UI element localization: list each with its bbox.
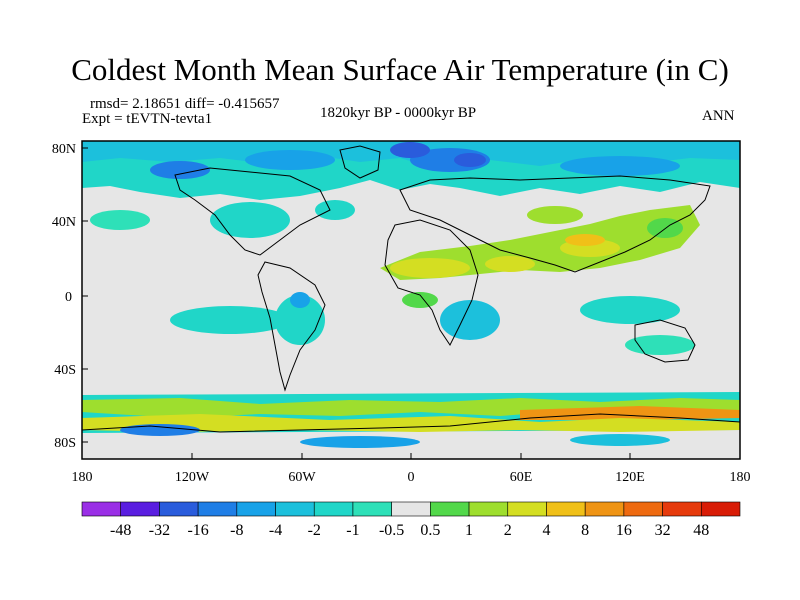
colorbar-label: 4	[542, 522, 550, 539]
coastlines	[81, 145, 741, 433]
latitude-axis: 80N 40N 0 40S 80S	[52, 142, 88, 451]
lon-label-120e: 120E	[615, 470, 645, 485]
colorbar-label: -0.5	[379, 522, 404, 539]
colorbar-swatch	[275, 501, 315, 517]
antarctica-coast	[81, 413, 741, 433]
colorbar-label: 8	[581, 522, 589, 539]
colorbar-swatch	[391, 501, 431, 517]
colorbar-label: -16	[187, 522, 208, 539]
lon-label-180w: 180	[72, 470, 93, 485]
southern-warm-band	[82, 398, 740, 418]
colorbar-swatch	[313, 501, 354, 517]
colorbar-label: -48	[110, 522, 131, 539]
lat-label-40s: 40S	[54, 363, 76, 378]
north-america-patch	[210, 202, 290, 238]
ross-sea-cold-patch	[120, 424, 200, 436]
africa-coast	[384, 219, 479, 346]
alaska-cold-patch	[150, 161, 210, 179]
weddell-cold-patch	[300, 436, 420, 448]
lat-label-80s: 80S	[54, 436, 76, 451]
colorbar-swatch	[623, 501, 663, 517]
colorbar-label: 32	[655, 522, 671, 539]
himalaya-warm-patch	[565, 234, 605, 246]
australia-coast	[634, 319, 696, 363]
lon-label-0: 0	[408, 470, 415, 485]
colorbar: -48 -32 -16 -8 -4 -2 -1 -0.5 0.5 1 2 4 8 16 32 48	[81, 501, 741, 539]
longitude-axis: 180 120W 60W 0 60E 120E 180	[72, 453, 751, 485]
lon-label-120w: 120W	[175, 470, 210, 485]
lon-label-180e: 180	[730, 470, 751, 485]
colorbar-label: -4	[269, 522, 282, 539]
colorbar-swatch	[507, 501, 547, 517]
colorbar-swatch	[352, 501, 392, 517]
rmsd-diff-stats: rmsd= 2.18651 diff= -0.415657	[90, 96, 280, 112]
arabia-warm-patch	[485, 256, 535, 272]
canada-cold-patch	[245, 150, 335, 170]
colorbar-swatch	[430, 501, 470, 517]
lat-label-80n: 80N	[52, 142, 76, 157]
colorbar-label: -1	[346, 522, 359, 539]
eurasia-coast	[399, 175, 711, 273]
colorbar-swatch	[236, 501, 276, 517]
experiment-label: Expt = tEVTN-tevta1	[82, 111, 213, 127]
southern-africa-patch	[440, 300, 500, 340]
greenland-sea-patch	[390, 142, 430, 158]
antarctic-coast-warm	[520, 406, 740, 420]
north-america-coast	[174, 167, 331, 256]
colorbar-label: -8	[230, 522, 243, 539]
colorbar-label: 1	[465, 522, 473, 539]
colorbar-swatch	[81, 501, 122, 517]
east-antarctic-cold-patch	[570, 434, 670, 446]
maritime-continent-patch	[580, 296, 680, 324]
colorbar-label: 2	[504, 522, 512, 539]
central-asia-warm-patch	[527, 206, 583, 224]
south-america-patch	[275, 295, 325, 345]
lat-label-0: 0	[65, 290, 72, 305]
map-panel: 80N 40N 0 40S 80S 180 120W 60W 0 60E 120…	[52, 140, 751, 485]
colorbar-label: 16	[616, 522, 632, 539]
greenland-coast	[339, 145, 381, 179]
colorbar-swatch	[468, 501, 509, 517]
colorbar-swatch	[700, 501, 741, 517]
colorbar-swatch	[546, 501, 586, 517]
sahara-warm-patch	[390, 258, 470, 278]
south-america-coast	[257, 261, 326, 392]
period-label: 1820kyr BP - 0000kyr BP	[320, 105, 477, 121]
map-title: Coldest Month Mean Surface Air Temperatu…	[71, 52, 729, 87]
colorbar-swatch	[159, 501, 199, 517]
gulf-of-guinea-patch	[402, 292, 438, 308]
colorbar-label: -32	[149, 522, 170, 539]
siberia-cold-patch	[560, 156, 680, 176]
colorbar-swatch	[662, 501, 702, 517]
barents-deep-cold	[454, 153, 486, 167]
north-pacific-patch	[90, 210, 150, 230]
north-atlantic-patch	[315, 200, 355, 220]
eurasia-warm-band	[380, 205, 700, 280]
lon-label-60w: 60W	[288, 470, 316, 485]
anomaly-field	[82, 141, 740, 448]
season-label: ANN	[702, 108, 735, 124]
colorbar-label: 48	[693, 522, 709, 539]
colorbar-swatch	[197, 501, 238, 517]
lon-label-60e: 60E	[510, 470, 533, 485]
antarctic-warm-band	[82, 414, 740, 432]
amazon-cool-patch	[290, 292, 310, 308]
colorbar-label: -2	[308, 522, 321, 539]
colorbar-swatch	[584, 501, 625, 517]
colorbar-label: 0.5	[420, 522, 440, 539]
colorbar-swatch	[120, 501, 160, 517]
east-pacific-patch	[170, 306, 290, 334]
lat-label-40n: 40N	[52, 215, 76, 230]
